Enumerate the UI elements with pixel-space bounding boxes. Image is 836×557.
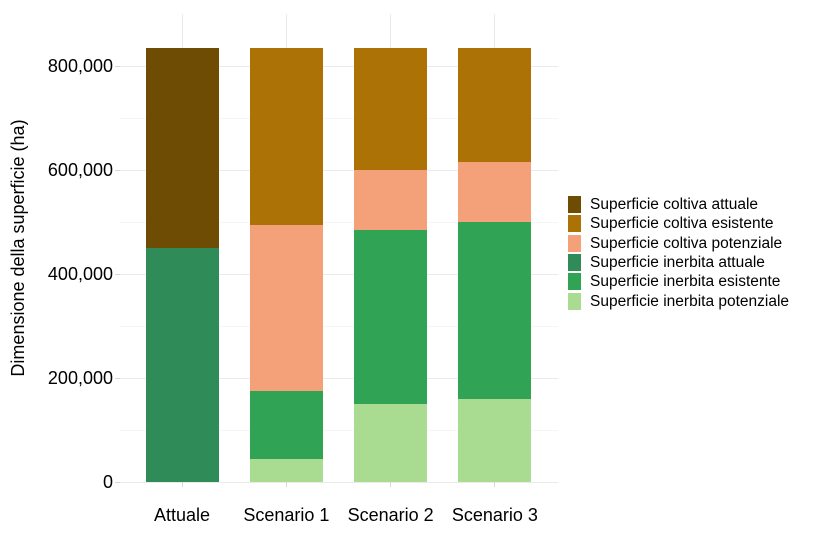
bar-segment-superficie-inerbita-attuale [145,248,219,482]
bar-segment-superficie-coltiva-esistente [458,47,532,163]
bar-segment-superficie-coltiva-potenziale [458,162,532,222]
legend-label: Superficie coltiva attuale [590,196,759,213]
gridline-major [119,65,558,67]
legend-swatch [568,253,581,271]
x-tick-mark [181,482,183,487]
x-tick-label: Attuale [154,505,211,525]
gridline-major [119,169,558,171]
y-tick-mark [114,481,120,483]
y-tick-mark [114,65,120,67]
legend-item: Superficie inerbita esistente [568,273,789,291]
legend-item: Superficie coltiva esistente [568,215,789,233]
bar-segment-superficie-inerbita-potenziale [458,398,532,482]
x-tick-label: Scenario 1 [243,505,330,525]
y-tick-mark [114,169,120,171]
bar-segment-superficie-coltiva-potenziale [354,170,428,230]
y-tick-label: 400,000 [47,264,113,284]
y-tick-label: 800,000 [47,56,113,76]
bar-segment-superficie-inerbita-esistente [458,222,532,399]
x-tick-label: Scenario 3 [451,505,538,525]
legend-item: Superficie inerbita potenziale [568,292,790,310]
x-tick-label: Scenario 2 [347,505,434,525]
legend-swatch [568,215,581,233]
legend-item: Superficie coltiva attuale [568,196,789,213]
y-tick-mark [114,377,120,379]
x-tick-mark [390,482,392,487]
legend-item: Superficie coltiva potenziale [568,234,789,252]
y-tick-mark [114,273,120,275]
legend-item: Superficie inerbita attuale [568,253,789,271]
y-tick-label: 200,000 [47,368,113,388]
x-tick-mark [285,482,287,487]
bar-segment-superficie-coltiva-esistente [354,47,428,170]
legend-label: Superficie coltiva esistente [590,215,774,233]
legend-label: Superficie inerbita attuale [590,253,765,271]
bar-segment-superficie-inerbita-potenziale [249,458,323,482]
bar-segment-superficie-coltiva-attuale [145,47,219,248]
legend-swatch [568,292,581,310]
bar-segment-superficie-inerbita-esistente [249,391,323,459]
bar-segment-superficie-coltiva-potenziale [249,224,323,391]
bar-segment-superficie-inerbita-potenziale [354,404,428,482]
y-tick-label: 600,000 [47,160,113,180]
legend-label: Superficie inerbita potenziale [590,292,790,310]
legend: Superficie coltiva attuale Superficie col… [568,196,789,310]
legend-swatch [568,273,581,291]
gridline-major [119,377,558,379]
gridline-major [119,481,558,483]
gridline-minor [119,221,558,223]
x-tick-mark [494,482,496,487]
bar-segment-superficie-coltiva-esistente [249,47,323,225]
gridline-minor [119,429,558,431]
bar-segment-superficie-inerbita-esistente [354,229,428,404]
y-tick-label: 0 [102,472,113,492]
gridline-minor [119,325,558,327]
legend-swatch [568,196,581,213]
gridline-major [119,273,558,275]
legend-swatch [568,234,581,252]
gridline-minor [119,117,558,119]
legend-label: Superficie inerbita esistente [590,273,781,291]
legend-label: Superficie coltiva potenziale [590,234,783,252]
